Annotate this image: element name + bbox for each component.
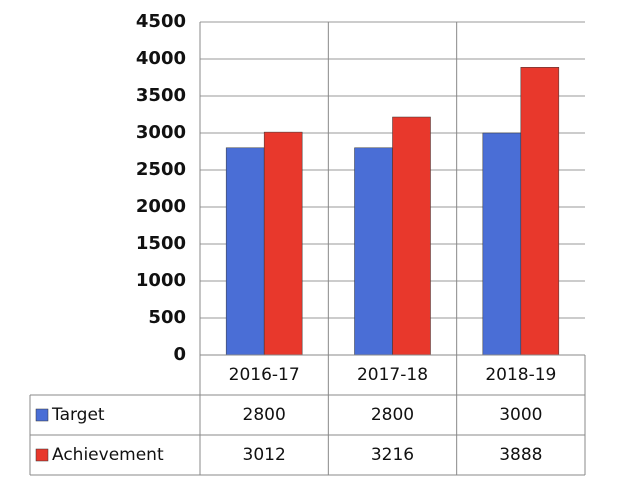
table-value: 3888 — [499, 445, 542, 465]
table-value: 3216 — [371, 445, 414, 465]
legend-label: Target — [51, 405, 105, 425]
x-tick-label: 2018-19 — [485, 365, 556, 385]
y-tick-label: 4500 — [136, 11, 186, 32]
y-tick-label: 1500 — [136, 233, 186, 254]
y-tick-label: 4000 — [136, 48, 186, 69]
bar — [225, 147, 265, 356]
legend-swatch — [35, 408, 49, 422]
y-tick-label: 3000 — [136, 122, 186, 143]
bar — [482, 132, 522, 356]
y-tick-label: 500 — [148, 307, 186, 328]
table-value: 3012 — [243, 445, 286, 465]
x-tick-label: 2016-17 — [229, 365, 300, 385]
legend-label: Achievement — [52, 445, 164, 465]
bar — [354, 147, 393, 356]
y-tick-label: 0 — [173, 344, 186, 365]
bar — [392, 116, 431, 356]
y-tick-label: 3500 — [136, 85, 186, 106]
bar — [520, 67, 560, 356]
table-value: 2800 — [243, 405, 286, 425]
x-tick-label: 2017-18 — [357, 365, 428, 385]
y-tick-label: 2500 — [136, 159, 186, 180]
table-value: 2800 — [371, 405, 414, 425]
legend-swatch — [35, 448, 49, 462]
bar — [263, 131, 303, 356]
y-tick-label: 1000 — [136, 270, 186, 291]
table-value: 3000 — [499, 405, 542, 425]
y-tick-label: 2000 — [136, 196, 186, 217]
